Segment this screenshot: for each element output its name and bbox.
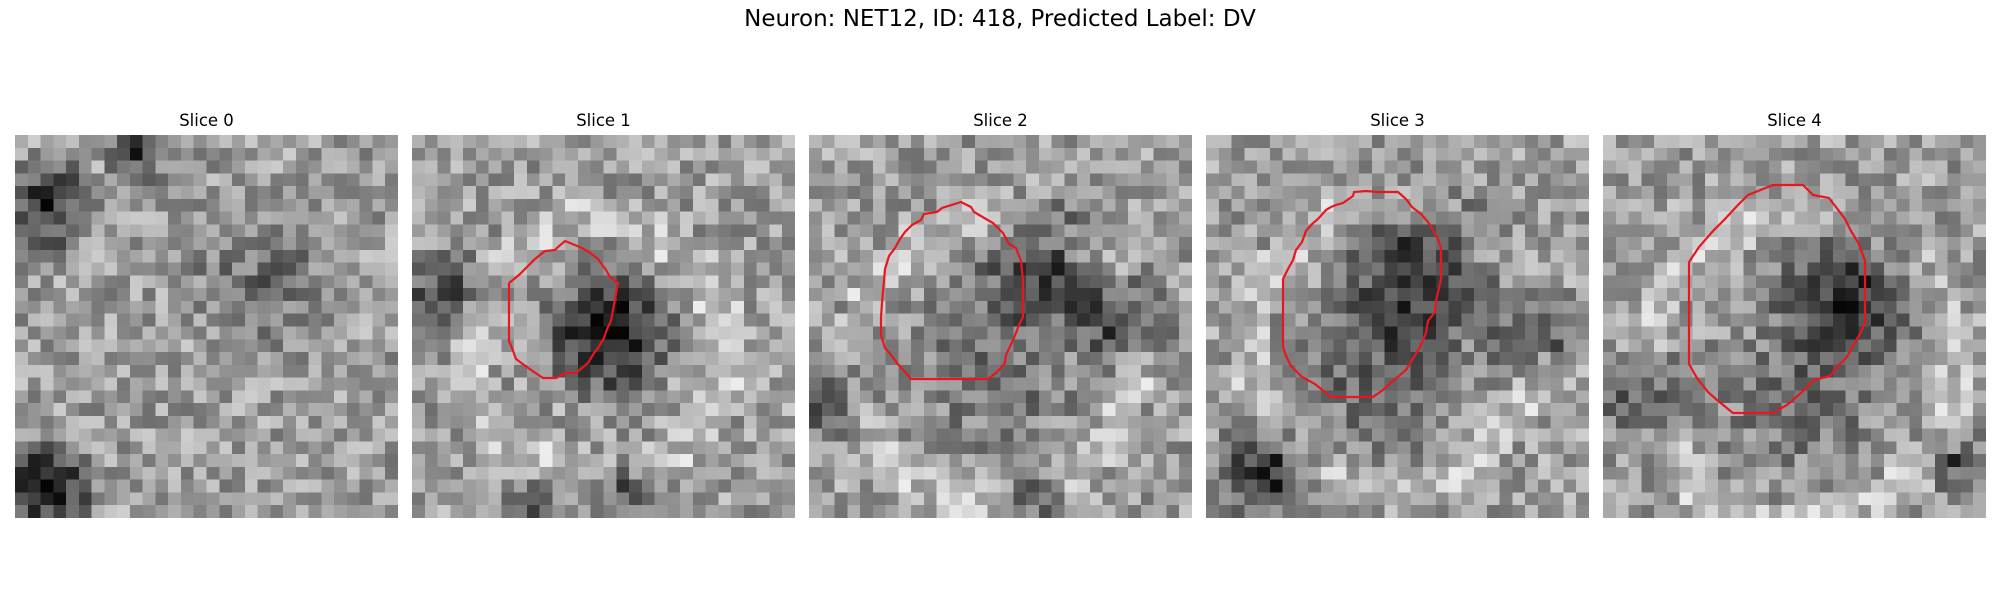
grayscale-micrograph	[809, 135, 1192, 518]
slice-panel-0: Slice 0	[15, 110, 398, 518]
slice-title: Slice 0	[179, 111, 234, 130]
contour-line	[1687, 183, 1867, 415]
slice-image	[1603, 135, 1986, 518]
slice-image	[1206, 135, 1589, 518]
slice-image	[809, 135, 1192, 518]
slice-panel-1: Slice 1	[412, 110, 795, 518]
contour-line	[507, 239, 620, 380]
slice-title: Slice 4	[1767, 111, 1822, 130]
roi-contour	[1687, 183, 1867, 415]
slice-image	[412, 135, 795, 518]
grayscale-micrograph	[15, 135, 398, 518]
roi-contour	[507, 239, 620, 380]
grayscale-micrograph	[412, 135, 795, 518]
slice-image	[15, 135, 398, 518]
slice-title: Slice 2	[973, 111, 1028, 130]
figure-title: Neuron: NET12, ID: 418, Predicted Label:…	[744, 6, 1256, 32]
grayscale-micrograph	[1603, 135, 1986, 518]
slice-title: Slice 3	[1370, 111, 1425, 130]
contour-line	[1281, 189, 1443, 399]
slice-panel-3: Slice 3	[1206, 110, 1589, 518]
roi-contour	[1281, 189, 1443, 399]
slice-title: Slice 1	[576, 111, 631, 130]
contour-line	[879, 200, 1025, 381]
slice-panel-2: Slice 2	[809, 110, 1192, 518]
slice-panel-4: Slice 4	[1603, 110, 1986, 518]
roi-contour	[879, 200, 1025, 381]
grayscale-micrograph	[1206, 135, 1589, 518]
